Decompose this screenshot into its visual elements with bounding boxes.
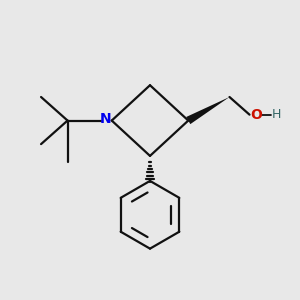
Text: N: N	[99, 112, 111, 126]
Polygon shape	[186, 97, 230, 124]
Text: O: O	[250, 108, 262, 122]
Text: H: H	[272, 108, 281, 121]
